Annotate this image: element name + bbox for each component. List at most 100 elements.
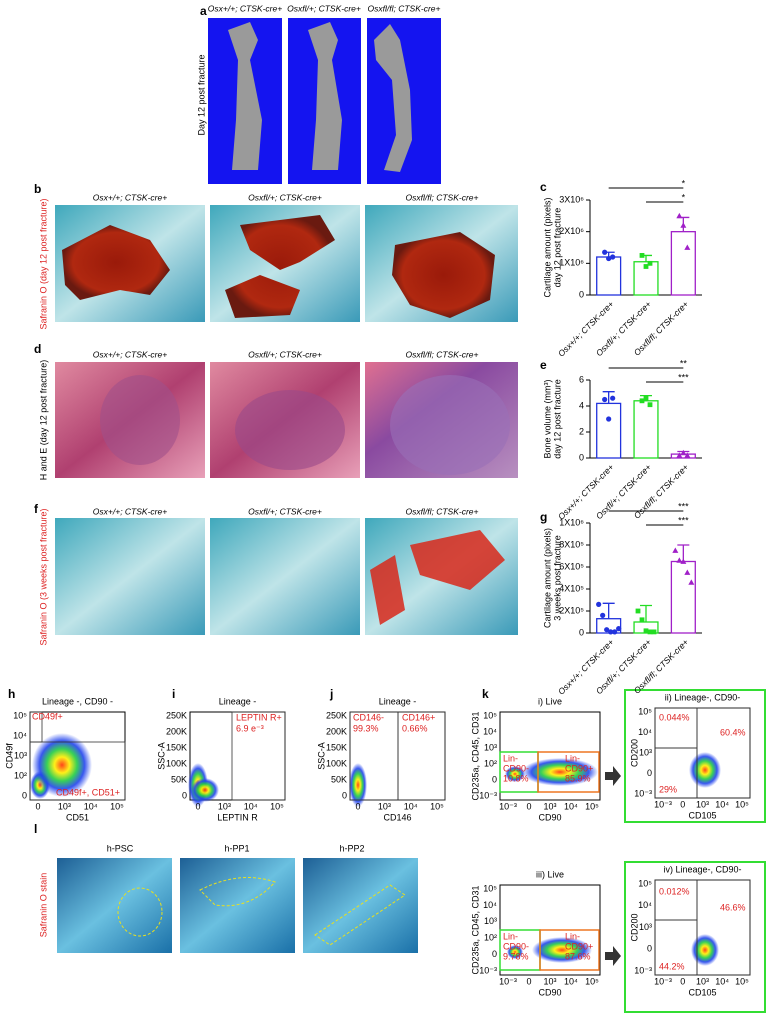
x-tick-label: 0 bbox=[35, 801, 40, 811]
y-tick-label: 10⁴ bbox=[483, 900, 497, 910]
y-tick-label: 2 bbox=[579, 426, 584, 436]
y-tick-label: 10⁴ bbox=[483, 726, 497, 736]
data-point bbox=[612, 629, 618, 635]
panel-label: a bbox=[200, 4, 207, 18]
gate bbox=[654, 747, 698, 799]
y-tick-label: 100K bbox=[166, 758, 187, 768]
y-axis-label: CD49f bbox=[4, 743, 14, 769]
data-point bbox=[635, 608, 641, 614]
panel-label: k bbox=[482, 687, 489, 701]
header: h-PP2 bbox=[339, 843, 364, 853]
highlight-box bbox=[624, 689, 766, 823]
gate-label: 44.2% bbox=[659, 961, 685, 971]
y-tick-label: 10³ bbox=[484, 742, 497, 752]
gate-label: Lin- bbox=[503, 753, 518, 763]
side-label: Day 12 post fracture bbox=[196, 54, 206, 135]
data-point bbox=[680, 558, 687, 564]
density bbox=[191, 778, 219, 802]
y-axis-label: Cartilage amount (pixels) bbox=[542, 197, 552, 297]
data-point bbox=[684, 452, 691, 458]
plot-title: i) Live bbox=[538, 696, 562, 706]
panel-label: f bbox=[34, 502, 39, 516]
y-axis-label: CD235a, CD45, CD31 bbox=[470, 711, 480, 800]
x-tick-label: 10⁵ bbox=[430, 801, 444, 811]
significance: * bbox=[682, 192, 686, 202]
bar bbox=[670, 560, 696, 634]
y-tick-label: 0 bbox=[342, 790, 347, 800]
x-tick-label: 0 bbox=[355, 801, 360, 811]
panel-label: b bbox=[34, 182, 41, 196]
panel-label: g bbox=[540, 510, 547, 524]
data-point bbox=[600, 612, 606, 619]
data-point bbox=[606, 255, 612, 262]
gate-label: CD90- bbox=[503, 763, 529, 773]
x-tick-label: 10⁻³ bbox=[499, 801, 517, 811]
data-point bbox=[610, 395, 616, 401]
x-tick-label: 10⁴ bbox=[564, 976, 578, 986]
bar bbox=[670, 231, 696, 296]
gate-label: CD146- bbox=[353, 712, 384, 722]
histology bbox=[55, 205, 518, 322]
y-tick-label: 6X10⁵ bbox=[559, 561, 584, 571]
y-tick-label: 100K bbox=[326, 758, 347, 768]
gate-label: 9.78% bbox=[503, 951, 529, 961]
y-tick-label: 50K bbox=[331, 774, 347, 784]
x-axis-label: CD105 bbox=[688, 810, 716, 820]
x-tick-label: 10⁴ bbox=[244, 801, 258, 811]
y-tick-label: 150K bbox=[326, 742, 347, 752]
data-point bbox=[676, 212, 683, 219]
y-tick-label: 10³ bbox=[484, 916, 497, 926]
histology bbox=[57, 858, 418, 953]
arrow bbox=[605, 766, 621, 786]
y-tick-label: 10⁵ bbox=[483, 883, 497, 893]
y-tick-label: 10⁵ bbox=[638, 706, 652, 716]
gate-label: 99.3% bbox=[353, 723, 379, 733]
y-tick-label: 10⁴ bbox=[638, 900, 652, 910]
header: Osxfl/+; CTSK-cre+ bbox=[287, 3, 361, 13]
density bbox=[522, 758, 598, 786]
gate-label: 6.9 e⁻³ bbox=[236, 723, 264, 733]
x-tick-label: 10⁴ bbox=[715, 799, 729, 809]
micro-ct bbox=[208, 18, 441, 184]
plot-title: ii) Lineage-, CD90- bbox=[665, 692, 741, 702]
error-bar bbox=[602, 391, 615, 404]
y-tick-label: 200K bbox=[326, 726, 347, 736]
gate-label: CD49f+ bbox=[32, 711, 63, 721]
x-tick-label: 10⁴ bbox=[404, 801, 418, 811]
x-axis-label: CD90 bbox=[538, 987, 561, 997]
header: Osx+/+; CTSK-cre+ bbox=[93, 349, 167, 359]
x-axis-label: CD51 bbox=[66, 812, 89, 822]
gate bbox=[397, 711, 446, 801]
y-tick-label: 0 bbox=[22, 790, 27, 800]
x-axis-label: CD105 bbox=[688, 987, 716, 997]
x-axis-label: CD146 bbox=[383, 812, 411, 822]
x-tick-label: 0 bbox=[195, 801, 200, 811]
y-tick-label: 250K bbox=[166, 710, 187, 720]
y-tick-label: 10⁻³ bbox=[634, 788, 652, 798]
density bbox=[507, 945, 523, 959]
data-point bbox=[647, 260, 653, 266]
x-axis-label: LEPTIN R bbox=[217, 812, 258, 822]
x-tick-label: 0 bbox=[680, 799, 685, 809]
panel-label: h bbox=[8, 687, 15, 701]
header: Osxfl/fl; CTSK-cre+ bbox=[406, 506, 479, 516]
data-point bbox=[680, 222, 687, 228]
x-tick-label: 10⁻³ bbox=[499, 976, 517, 986]
bar bbox=[596, 256, 622, 296]
density bbox=[689, 752, 721, 788]
significance: ** bbox=[680, 358, 688, 368]
highlight-box bbox=[624, 861, 766, 1013]
x-tick-label: 10⁵ bbox=[735, 799, 749, 809]
gate-label: LEPTIN R+ bbox=[236, 712, 282, 722]
y-tick-label: 50K bbox=[171, 774, 187, 784]
data-point bbox=[672, 547, 679, 553]
gate-label: 46.6% bbox=[720, 902, 746, 912]
gate-label: 0.012% bbox=[659, 886, 690, 896]
y-tick-label: 0 bbox=[182, 790, 187, 800]
y-axis-label: CD235a, CD45, CD31 bbox=[470, 885, 480, 974]
y-tick-label: 1X10⁶ bbox=[559, 517, 584, 527]
bar bbox=[596, 402, 622, 459]
density bbox=[691, 934, 719, 966]
gate-label: 29% bbox=[659, 784, 677, 794]
arrow bbox=[605, 946, 621, 966]
